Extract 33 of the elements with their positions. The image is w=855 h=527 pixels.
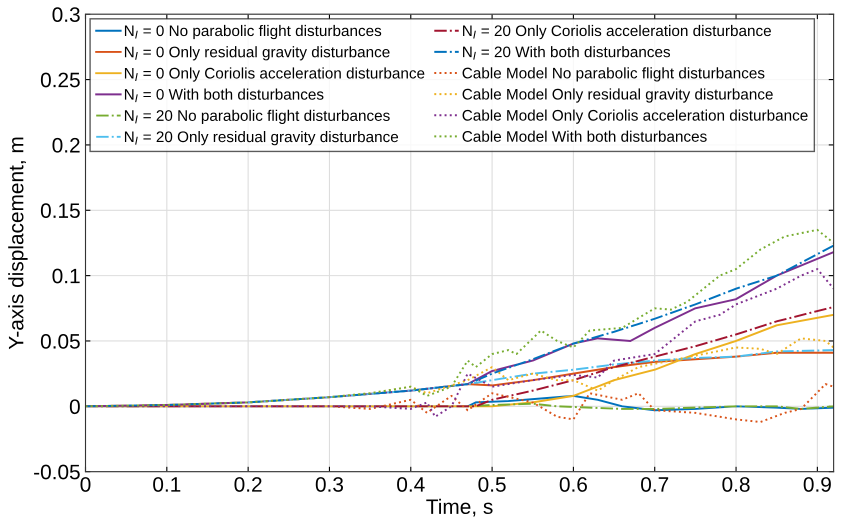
legend-label: N$_{I}$ = 20 Only residual gravity disturbance [124, 130, 398, 146]
legend-label: N$_{I}$ = 20 With both disturbances [463, 46, 670, 60]
legend-label: N$_{I}$ = 0 With both disturbances [124, 88, 324, 102]
x-tick-label: 0.2 [234, 477, 262, 492]
legend-label: Cable Model No parabolic flight disturbances [462, 67, 764, 82]
x-tick-label: 0 [80, 477, 90, 492]
x-axis-title: Time, s [426, 498, 493, 516]
legend-label: Cable Model With both disturbances [462, 130, 707, 142]
x-tick-label: 0.4 [397, 477, 425, 492]
y-tick-label: 0.3 [52, 7, 80, 22]
x-tick-label: 0.6 [560, 477, 587, 492]
line-series [247, 349, 834, 404]
y-tick-label: 0 [70, 399, 80, 414]
x-tick-label: 0.3 [316, 477, 344, 492]
y-tick-label: -0.05 [34, 464, 80, 480]
y-axis-title: Y-axis displacement, m [8, 138, 28, 350]
legend-label: N$_{I}$ = 0 Only Coriolis acceleration disturbance [124, 67, 424, 82]
y-tick-label: 0.1 [52, 268, 80, 284]
x-tick-label: 0.8 [722, 477, 750, 492]
y-tick-label: 0.05 [40, 334, 80, 349]
x-tick-label: 0.7 [641, 477, 668, 492]
legend-label: N$_{I}$ = 0 No parabolic flight disturbances [124, 24, 382, 40]
legend-label: Cable Model Only residual gravity disturbance [462, 88, 773, 103]
y-tick-label: 0.15 [40, 203, 80, 218]
legend-label: Cable Model Only Coriolis acceleration disturbance [462, 110, 808, 124]
legend-label: N$_{I}$ = 20 No parabolic flight disturbances [124, 110, 390, 124]
x-tick-label: 0.1 [153, 477, 180, 492]
legend-label: N$_{I}$ = 20 Only Coriolis acceleration disturbance [463, 24, 771, 40]
y-tick-label: 0.25 [40, 72, 80, 88]
x-tick-label: 0.9 [804, 477, 831, 492]
legend-label: N$_{I}$ = 0 Only residual gravity disturbance [124, 46, 390, 60]
y-tick-label: 0.2 [52, 138, 80, 153]
x-tick-label: 0.5 [478, 477, 506, 492]
